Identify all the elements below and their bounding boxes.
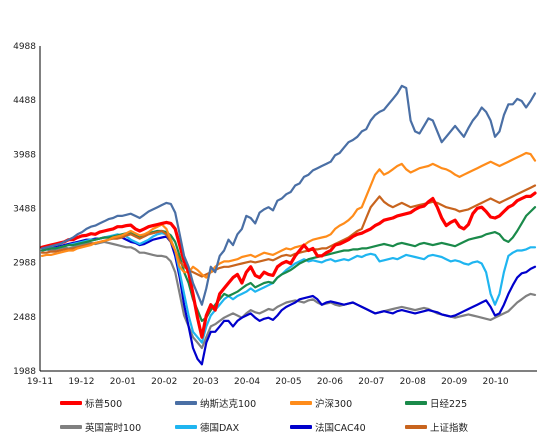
legend-item: 上证指数 — [405, 420, 520, 434]
x-tick-label: 20-01 — [110, 377, 136, 387]
legend-item: 纳斯达克100 — [175, 396, 290, 410]
x-tick-label: 20-08 — [400, 377, 426, 387]
legend-item: 沪深300 — [290, 396, 405, 410]
y-tick-label: 2988 — [13, 259, 36, 269]
plot-area — [39, 46, 537, 372]
legend-label: 沪深300 — [315, 399, 353, 410]
legend-swatch — [405, 401, 427, 405]
legend: 标普500 纳斯达克100 沪深300 日经225 英国富时100 德国DAX 法国CAC4… — [60, 396, 520, 434]
legend-item: 标普500 — [60, 396, 175, 410]
series-layer — [40, 84, 537, 366]
series-line — [40, 235, 537, 366]
series-line — [40, 191, 537, 339]
x-tick-label: 20-02 — [151, 377, 177, 387]
y-tick-label: 3488 — [13, 205, 36, 215]
y-axis: 1988 2488 2988 3488 3988 4488 4988 — [13, 42, 36, 377]
legend-label: 德国DAX — [200, 423, 240, 434]
series-line — [40, 240, 537, 350]
x-tick-label: 20-06 — [317, 377, 343, 387]
y-tick-label: 4988 — [13, 42, 36, 52]
legend-swatch — [60, 401, 82, 405]
x-axis: 19-11 19-12 20-01 20-02 20-03 20-04 20-05 20-06… — [27, 377, 509, 387]
legend-label: 日经225 — [430, 399, 468, 410]
legend-label: 标普500 — [85, 399, 123, 410]
legend-item: 日经225 — [405, 396, 520, 410]
legend-item: 德国DAX — [175, 420, 290, 434]
x-tick-label: 20-09 — [441, 377, 467, 387]
x-tick-label: 19-11 — [27, 377, 53, 387]
legend-label: 纳斯达克100 — [200, 399, 257, 410]
legend-swatch — [60, 425, 82, 429]
legend-label: 英国富时100 — [85, 423, 142, 434]
x-tick-label: 20-05 — [275, 377, 301, 387]
x-tick-label: 20-07 — [358, 377, 384, 387]
y-tick-label: 4488 — [13, 96, 36, 106]
series-line — [40, 84, 537, 306]
x-tick-label: 20-10 — [483, 377, 509, 387]
legend-swatch — [175, 401, 197, 405]
legend-label: 法国CAC40 — [315, 423, 366, 434]
series-line — [40, 151, 537, 279]
legend-item: 英国富时100 — [60, 420, 175, 434]
x-tick-label: 19-12 — [68, 377, 94, 387]
legend-label: 上证指数 — [430, 423, 469, 434]
legend-swatch — [175, 425, 197, 429]
x-tick-label: 20-03 — [193, 377, 219, 387]
legend-swatch — [290, 401, 312, 405]
legend-swatch — [290, 425, 312, 429]
legend-item: 法国CAC40 — [290, 420, 405, 434]
y-tick-label: 3988 — [13, 150, 36, 160]
x-tick-label: 20-04 — [234, 377, 260, 387]
y-tick-label: 1988 — [13, 367, 36, 377]
legend-swatch — [405, 425, 427, 429]
series-line — [40, 184, 537, 278]
y-tick-label: 2488 — [13, 313, 36, 323]
